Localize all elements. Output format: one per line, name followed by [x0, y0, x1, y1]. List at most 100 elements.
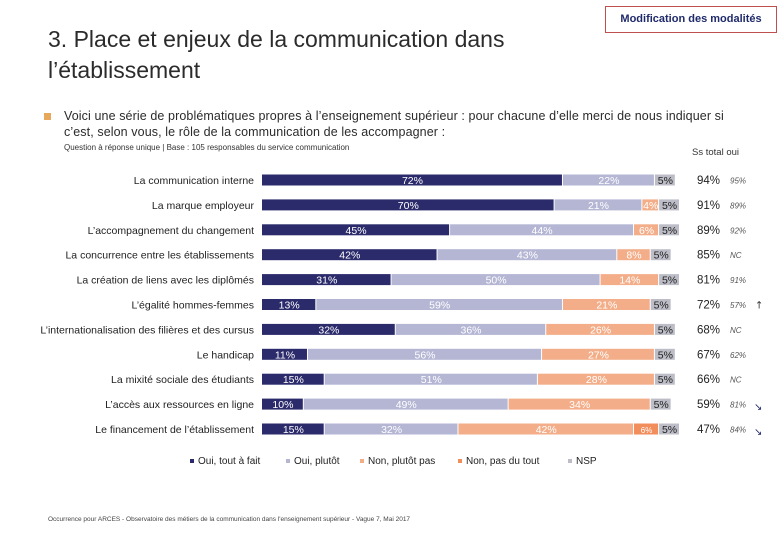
previous-wave-value: 62%: [730, 351, 746, 360]
data-label: 5%: [658, 175, 673, 187]
previous-wave-value: 95%: [730, 177, 746, 186]
data-label: 28%: [586, 374, 607, 386]
data-label: 8%: [626, 250, 641, 262]
category-label: L’internationalisation des filières et d…: [40, 324, 254, 336]
data-label: 32%: [318, 324, 339, 336]
data-label: 11%: [275, 349, 295, 361]
bar-segment-1: [262, 199, 554, 211]
data-label: 5%: [658, 349, 673, 361]
bar-segment-5: [654, 348, 675, 360]
data-label: 14%: [619, 275, 640, 287]
bar-segment-1: [262, 323, 395, 335]
bar-segment-5: [654, 323, 675, 335]
bar-segment-5: [650, 299, 671, 310]
bar-segment-1: [262, 398, 303, 410]
bar-segment-5: [650, 249, 671, 261]
category-label: La mixité sociale des étudiants: [111, 374, 254, 386]
legend-swatch: [360, 459, 364, 463]
data-label: 4%: [643, 200, 658, 212]
bar-segment-3: [458, 423, 634, 435]
ss-total-value: 59%: [697, 399, 720, 411]
trend-up-icon: ↑: [755, 301, 763, 312]
bar-segment-1: [262, 274, 391, 286]
data-label: 70%: [398, 200, 419, 212]
data-label: 10%: [272, 399, 293, 411]
data-label: 5%: [658, 324, 673, 336]
bar-segment-5: [659, 199, 679, 211]
legend-swatch: [190, 459, 194, 463]
data-label: 5%: [662, 275, 677, 287]
data-label: 50%: [486, 275, 507, 287]
ss-total-value: 89%: [697, 225, 720, 237]
data-label: 6%: [639, 225, 654, 237]
bar-segment-3: [600, 274, 659, 286]
category-label: La marque employeur: [152, 200, 255, 212]
base-note: Question à réponse unique | Base : 105 r…: [64, 143, 350, 152]
previous-wave-value: 89%: [730, 201, 746, 210]
data-label: 32%: [381, 424, 402, 436]
legend-label: Non, plutôt pas: [368, 456, 435, 467]
previous-wave-value: 81%: [730, 401, 746, 410]
category-label: La création de liens avec les diplômés: [77, 275, 254, 287]
bar-segment-5: [659, 274, 679, 286]
bar-segment-1: [262, 249, 437, 261]
bar-segment-2: [450, 224, 634, 236]
bar-segment-2: [437, 249, 617, 261]
data-label: 5%: [654, 399, 669, 411]
bullet-marker: [44, 113, 51, 120]
data-label: 31%: [316, 275, 337, 287]
page-title: 3. Place et enjeux de la communication d…: [48, 26, 505, 83]
ss-total-value: 68%: [697, 324, 720, 336]
bar-segment-3: [562, 299, 650, 310]
legend-swatch: [568, 459, 572, 463]
bar-segment-1: [262, 423, 324, 435]
data-label: 6%: [641, 426, 653, 435]
bar-segment-2: [316, 299, 562, 310]
data-label: 5%: [662, 424, 677, 436]
category-label: La communication interne: [134, 175, 254, 187]
data-label: 15%: [283, 424, 304, 436]
category-label: Le handicap: [197, 349, 254, 361]
bar-segment-2: [395, 323, 546, 335]
bar-segment-2: [307, 348, 542, 360]
bar-segment-3: [546, 323, 654, 335]
trend-down-icon: ↘: [754, 402, 762, 413]
source-footer: Occurrence pour ARCES - Observatoire des…: [48, 516, 411, 523]
bar-segment-3: [542, 348, 654, 360]
bar-segment-3: [634, 224, 659, 236]
bar-segment-5: [650, 398, 671, 410]
bar-segment-2: [391, 274, 600, 286]
data-label: 36%: [460, 324, 481, 336]
data-label: 45%: [346, 225, 367, 237]
bar-segment-3: [617, 249, 650, 261]
data-label: 5%: [654, 250, 669, 262]
data-label: 22%: [598, 175, 619, 187]
bar-segment-5: [659, 224, 679, 236]
data-label: 5%: [654, 300, 669, 312]
data-label: 21%: [588, 200, 609, 212]
bar-segment-3: [508, 398, 650, 410]
data-label: 5%: [662, 200, 677, 212]
bar-segment-3: [642, 199, 659, 211]
bar-segment-5: [654, 174, 675, 186]
bar-segment-1: [262, 299, 316, 310]
bar-segment-1: [262, 373, 324, 385]
data-label: 72%: [402, 175, 423, 187]
bar-segment-3: [537, 373, 654, 385]
ss-total-value: 94%: [697, 175, 720, 187]
data-label: 5%: [658, 374, 673, 386]
bar-segment-1: [262, 348, 307, 360]
ss-total-value: 81%: [697, 275, 720, 287]
previous-wave-value: NC: [730, 251, 742, 260]
data-label: 27%: [588, 349, 609, 361]
ss-total-value: 67%: [697, 349, 720, 361]
modification-tag: Modification des modalités: [605, 6, 777, 33]
ss-total-value: 47%: [697, 424, 720, 436]
trend-down-icon: ↘: [754, 427, 762, 438]
bar-segment-1: [262, 174, 562, 186]
category-label: Le financement de l’établissement: [95, 424, 254, 436]
bar-segment-2: [324, 423, 458, 435]
data-label: 26%: [590, 324, 611, 336]
data-label: 49%: [396, 399, 417, 411]
